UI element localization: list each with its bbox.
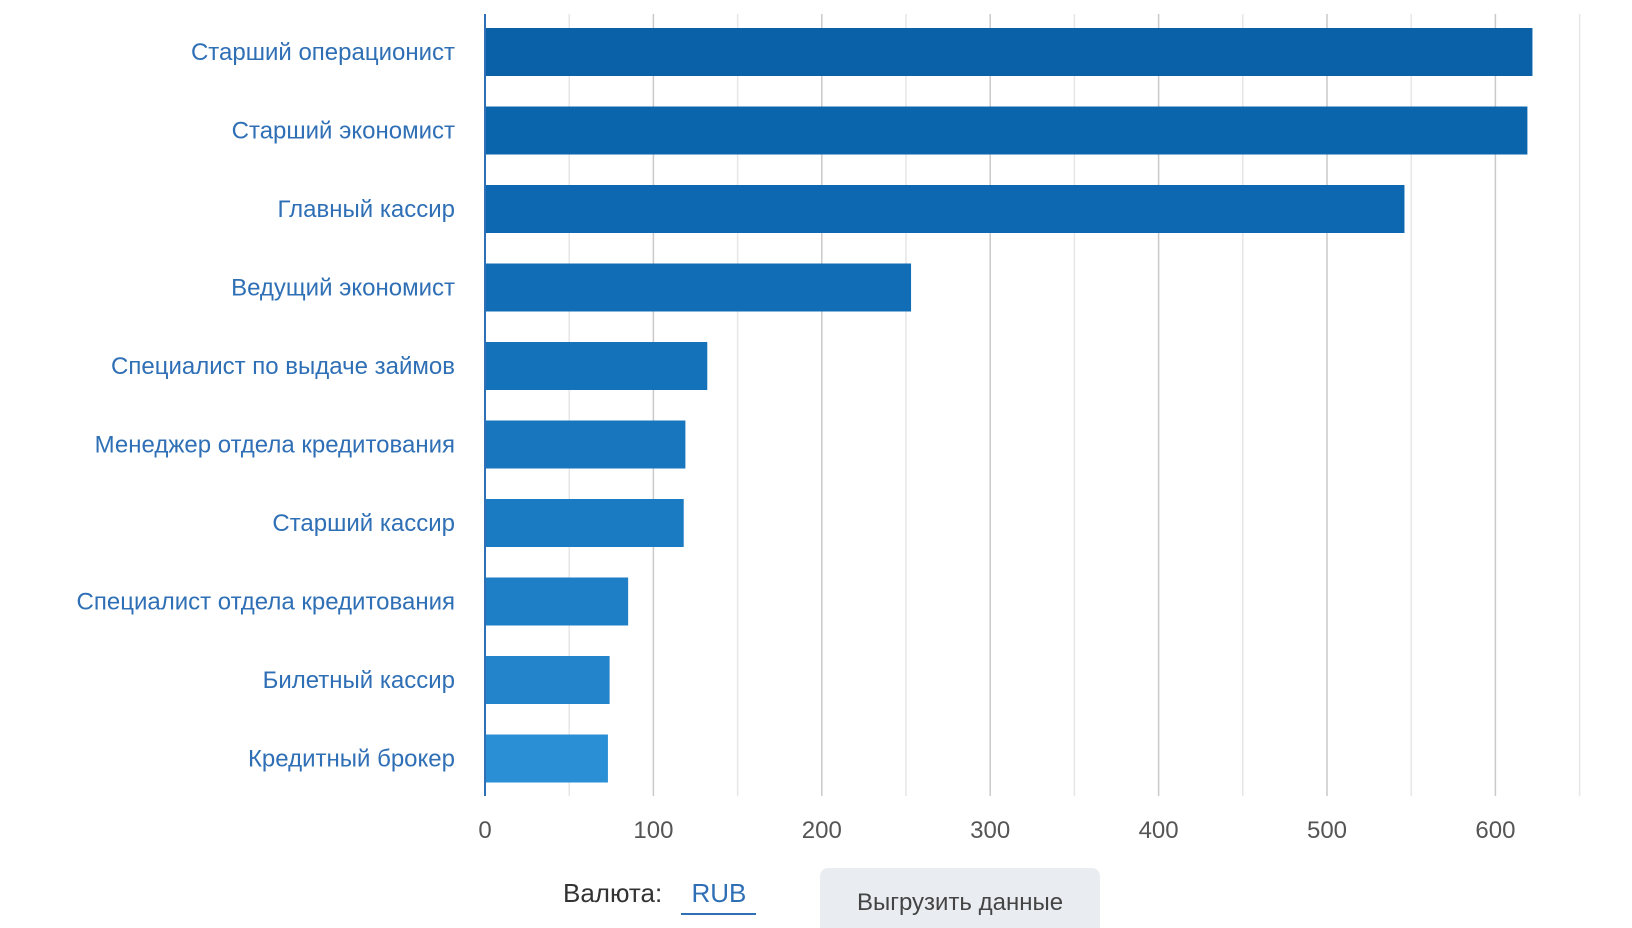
category-labels: Старший операционист Старший экономист Гла… (77, 39, 455, 773)
x-tick-label: 100 (633, 817, 673, 844)
category-label: Билетный кассир (263, 667, 455, 694)
category-label: Старший операционист (191, 39, 455, 66)
bar (485, 577, 629, 626)
x-tick-label: 200 (802, 817, 842, 844)
category-label: Специалист по выдаче займов (111, 353, 455, 380)
bar (485, 499, 684, 547)
bar (485, 342, 708, 390)
bar-chart: Старший операционист Старший экономист Гла… (77, 14, 1581, 844)
bar (485, 28, 1533, 76)
x-tick-label: 600 (1475, 817, 1515, 844)
currency-selector: Валюта: RUB (563, 878, 757, 915)
x-tick-label: 400 (1139, 817, 1179, 844)
export-data-button[interactable]: Выгрузить данные (820, 868, 1100, 928)
bar (485, 420, 686, 469)
category-label: Ведущий экономист (231, 275, 455, 302)
currency-value-link[interactable]: RUB (681, 878, 757, 915)
chart-footer: Валюта: RUB Выгрузить данные (0, 868, 1632, 928)
bar (485, 185, 1405, 233)
category-label: Главный кассир (278, 196, 455, 223)
bar (485, 106, 1528, 155)
category-label: Старший экономист (232, 118, 455, 145)
x-tick-label: 500 (1307, 817, 1347, 844)
tick-labels: 0 100 200 300 400 500 600 (478, 817, 1515, 844)
bar (485, 263, 912, 312)
bar (485, 734, 608, 783)
category-label: Специалист отдела кредитования (77, 589, 455, 616)
x-tick-label: 300 (970, 817, 1010, 844)
bars (485, 28, 1533, 783)
bar (485, 656, 610, 704)
currency-label: Валюта: (563, 878, 663, 908)
category-label: Старший кассир (272, 510, 455, 537)
category-label: Кредитный брокер (248, 746, 455, 773)
x-tick-label: 0 (478, 817, 491, 844)
category-label: Менеджер отдела кредитования (95, 432, 455, 459)
